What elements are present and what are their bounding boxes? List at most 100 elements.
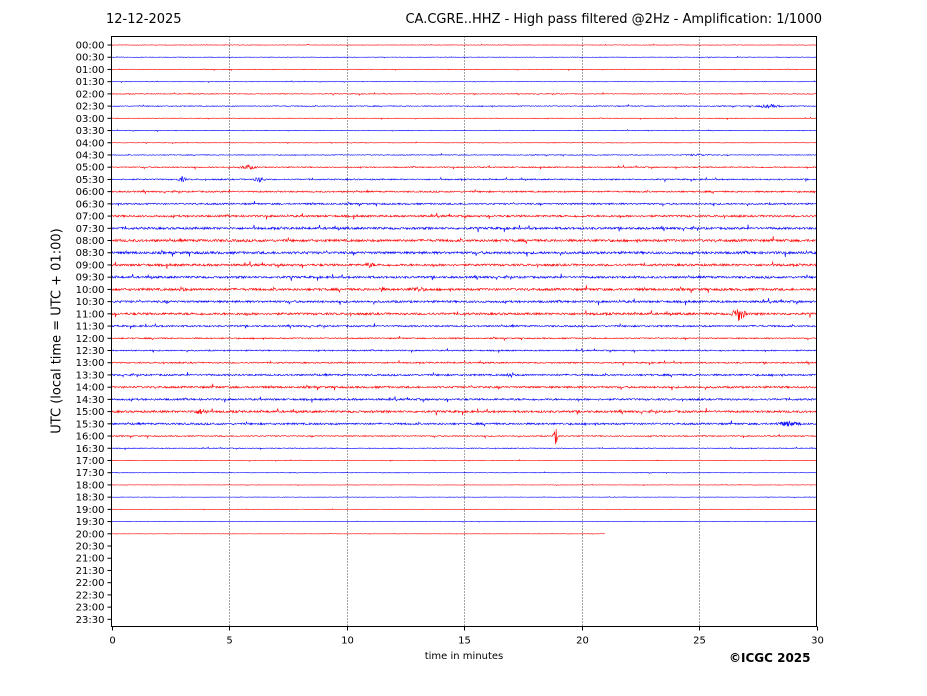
trace-09:30 bbox=[111, 273, 817, 281]
chart-title: CA.CGRE..HHZ - High pass filtered @2Hz -… bbox=[405, 12, 822, 27]
trace-19:00 bbox=[111, 508, 817, 511]
x-tick-label: 5 bbox=[226, 636, 232, 647]
trace-08:00 bbox=[111, 236, 817, 245]
plot-frame bbox=[111, 36, 817, 627]
y-tick-label: 11:00 bbox=[76, 309, 105, 320]
trace-06:30 bbox=[111, 201, 817, 208]
trace-07:00 bbox=[111, 212, 817, 220]
trace-18:00 bbox=[111, 483, 817, 487]
y-tick-label: 18:00 bbox=[76, 480, 105, 491]
x-axis-label: time in minutes bbox=[424, 651, 504, 662]
trace-03:30 bbox=[111, 129, 817, 133]
y-tick-label: 14:00 bbox=[76, 383, 105, 394]
trace-10:30 bbox=[111, 298, 817, 306]
y-tick-label: 13:00 bbox=[76, 358, 105, 369]
trace-08:30 bbox=[111, 249, 817, 257]
y-tick-label: 11:30 bbox=[76, 322, 105, 333]
trace-05:00 bbox=[111, 164, 817, 171]
y-tick-label: 06:00 bbox=[76, 187, 105, 198]
y-tick-label: 14:30 bbox=[76, 395, 105, 406]
y-tick-label: 22:00 bbox=[76, 578, 105, 589]
trace-15:30 bbox=[111, 420, 817, 427]
x-tick-label: 10 bbox=[341, 636, 354, 647]
y-tick-label: 16:30 bbox=[76, 444, 105, 455]
y-tick-label: 03:00 bbox=[76, 114, 105, 125]
y-tick-label: 12:00 bbox=[76, 334, 105, 345]
y-tick-label: 19:00 bbox=[76, 505, 105, 516]
y-tick-label: 19:30 bbox=[76, 517, 105, 528]
trace-12:00 bbox=[111, 336, 817, 342]
x-tick-label: 25 bbox=[693, 636, 706, 647]
y-tick-label: 15:00 bbox=[76, 407, 105, 418]
y-tick-label: 23:30 bbox=[76, 615, 105, 626]
y-tick-label: 09:30 bbox=[76, 273, 105, 284]
trace-20:00 bbox=[111, 532, 606, 535]
trace-01:00 bbox=[111, 68, 817, 72]
y-tick-label: 21:00 bbox=[76, 554, 105, 565]
trace-09:00 bbox=[111, 261, 817, 269]
trace-05:30 bbox=[111, 175, 817, 183]
y-tick-label: 02:00 bbox=[76, 89, 105, 100]
y-tick-label: 17:00 bbox=[76, 456, 105, 467]
trace-00:00 bbox=[111, 43, 817, 46]
trace-17:00 bbox=[111, 459, 817, 462]
y-tick-label: 02:30 bbox=[76, 102, 105, 113]
date-label: 12-12-2025 bbox=[106, 12, 182, 27]
trace-14:30 bbox=[111, 396, 817, 403]
trace-15:00 bbox=[111, 407, 817, 416]
trace-11:00 bbox=[111, 309, 817, 321]
trace-04:00 bbox=[111, 141, 817, 145]
trace-02:30 bbox=[111, 103, 817, 109]
y-tick-label: 10:00 bbox=[76, 285, 105, 296]
y-tick-label: 12:30 bbox=[76, 346, 105, 357]
y-tick-label: 10:30 bbox=[76, 297, 105, 308]
y-tick-label: 15:30 bbox=[76, 419, 105, 430]
x-tick-label: 0 bbox=[109, 636, 115, 647]
trace-18:30 bbox=[111, 496, 817, 499]
y-tick-label: 18:30 bbox=[76, 493, 105, 504]
y-tick-label: 22:30 bbox=[76, 590, 105, 601]
y-tick-label: 09:00 bbox=[76, 260, 105, 271]
grid-layer bbox=[229, 36, 700, 627]
y-tick-label: 05:30 bbox=[76, 175, 105, 186]
y-tick-label: 04:30 bbox=[76, 150, 105, 161]
y-tick-label: 00:30 bbox=[76, 53, 105, 64]
trace-13:30 bbox=[111, 371, 817, 379]
trace-02:00 bbox=[111, 91, 817, 96]
copyright-label: ©ICGC 2025 bbox=[729, 651, 811, 665]
y-tick-label: 07:30 bbox=[76, 224, 105, 235]
y-tick-label: 03:30 bbox=[76, 126, 105, 137]
trace-10:00 bbox=[111, 285, 817, 294]
trace-12:30 bbox=[111, 347, 817, 354]
trace-00:30 bbox=[111, 55, 817, 59]
trace-16:30 bbox=[111, 446, 817, 451]
y-tick-label: 20:30 bbox=[76, 542, 105, 553]
y-tick-label: 00:00 bbox=[76, 41, 105, 52]
y-tick-label: 21:30 bbox=[76, 566, 105, 577]
trace-04:30 bbox=[111, 152, 817, 157]
y-tick-label: 01:00 bbox=[76, 65, 105, 76]
trace-07:30 bbox=[111, 224, 817, 233]
y-tick-label: 04:00 bbox=[76, 138, 105, 149]
y-tick-label: 13:30 bbox=[76, 370, 105, 381]
y-tick-label: 05:00 bbox=[76, 163, 105, 174]
y-tick-label: 20:00 bbox=[76, 529, 105, 540]
y-tick-label: 07:00 bbox=[76, 212, 105, 223]
trace-17:30 bbox=[111, 471, 817, 475]
y-tick-label: 01:30 bbox=[76, 77, 105, 88]
y-tick-label: 06:30 bbox=[76, 199, 105, 210]
trace-13:00 bbox=[111, 359, 817, 367]
y-tick-label: 17:30 bbox=[76, 468, 105, 479]
trace-06:00 bbox=[111, 188, 817, 195]
y-tick-label: 08:30 bbox=[76, 248, 105, 259]
x-tick-label: 20 bbox=[576, 636, 589, 647]
trace-layer bbox=[111, 43, 817, 535]
y-tick-label: 23:00 bbox=[76, 603, 105, 614]
trace-01:30 bbox=[111, 80, 817, 84]
x-tick-label: 15 bbox=[458, 636, 471, 647]
y-tick-label: 08:00 bbox=[76, 236, 105, 247]
trace-14:00 bbox=[111, 383, 817, 391]
y-tick-label: 16:00 bbox=[76, 432, 105, 443]
